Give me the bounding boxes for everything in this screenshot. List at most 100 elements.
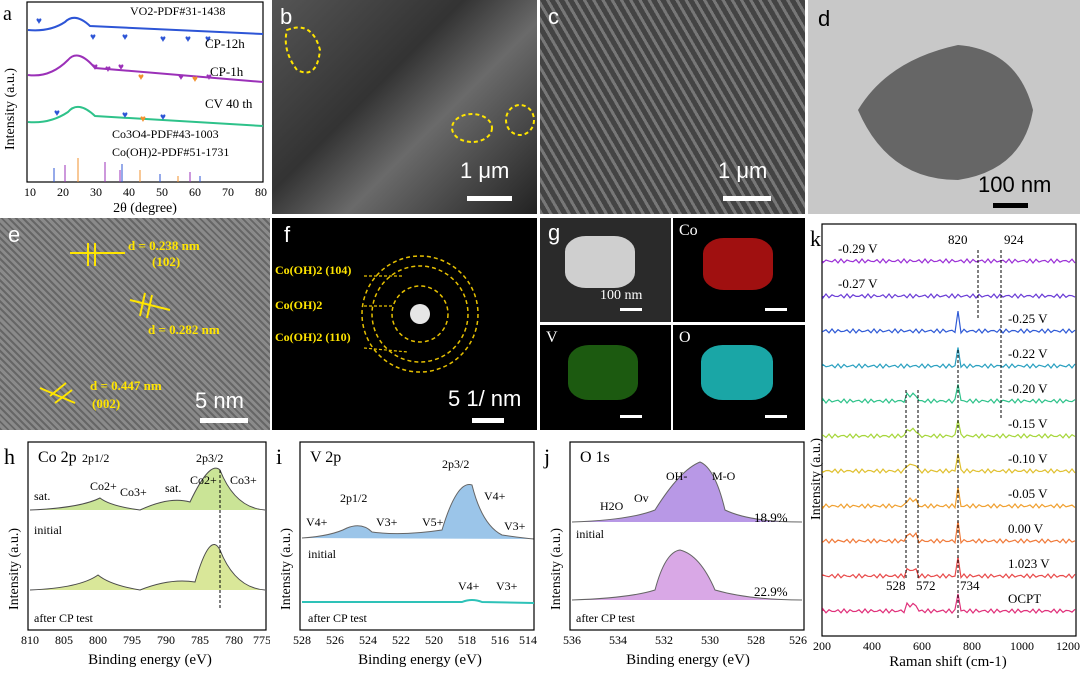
- svg-text:572: 572: [916, 578, 936, 593]
- j-xlabel: Binding energy (eV): [626, 652, 750, 668]
- scalebar-d: [993, 203, 1028, 208]
- svg-text:1000: 1000: [1010, 639, 1034, 653]
- xrd-chart: a ♥ ♥ ♥ ♥ ♥ ♥ ♥ ♥ ♥ ♥ ♥ ♥ ♥ ♥ ♥ ♥ ♥ VO2-PDF#31-1438 C…: [3, 1, 267, 216]
- h-initial: initial: [34, 523, 63, 537]
- panel-f-saed-image: f Co(OH)2 (104) Co(OH)2 Co(OH)2 (110) 5 …: [272, 218, 537, 430]
- raman-label: -0.29 V: [838, 241, 878, 256]
- svg-text:♥: ♥: [160, 34, 166, 45]
- raman-label: -0.10 V: [1008, 451, 1048, 466]
- raman-trace: [822, 556, 1076, 580]
- raman-trace: [822, 593, 1076, 614]
- svg-text:V3+: V3+: [376, 515, 398, 529]
- scalebar-e: [200, 418, 248, 423]
- svg-text:820: 820: [948, 232, 968, 247]
- svg-text:1200: 1200: [1056, 639, 1080, 653]
- svg-text:80: 80: [255, 185, 267, 199]
- svg-text:♥: ♥: [54, 108, 60, 119]
- e-h3: (002): [92, 396, 121, 411]
- svg-text:Co3+: Co3+: [120, 485, 147, 499]
- svg-text:20: 20: [57, 185, 69, 199]
- svg-text:♥: ♥: [192, 74, 198, 85]
- raman-trace: [822, 293, 1076, 300]
- h-title: Co 2p: [38, 449, 77, 466]
- panel-g-eds-maps: g 100 nm Co V O: [540, 218, 805, 430]
- svg-text:530: 530: [701, 633, 719, 647]
- panel-d-tem-image: d 100 nm: [808, 0, 1080, 214]
- j-pct1: 18.9%: [754, 510, 788, 525]
- i-initial: initial: [308, 547, 337, 561]
- svg-text:♥: ♥: [205, 34, 211, 45]
- svg-text:534: 534: [609, 633, 627, 647]
- panel-label-f: f: [284, 222, 291, 247]
- panel-label-d: d: [818, 6, 831, 31]
- legend-vo2: VO2-PDF#31-1438: [130, 4, 225, 18]
- a-xlabel: 2θ (degree): [113, 201, 177, 215]
- raman-trace: [822, 347, 1076, 369]
- scale-f: 5 1/ nm: [448, 386, 522, 411]
- svg-text:M-O: M-O: [712, 469, 736, 483]
- trace-cp12: [27, 16, 264, 35]
- svg-text:524: 524: [359, 633, 377, 647]
- map-label-v: V: [546, 329, 558, 346]
- svg-text:V4+: V4+: [306, 515, 328, 529]
- scale-g: 100 nm: [600, 288, 643, 303]
- panel-j: j O 1s H2O Ov OH- M-O 18.9% 22.9% initia…: [540, 440, 808, 670]
- panel-label-h: h: [4, 444, 15, 469]
- svg-text:♥: ♥: [122, 110, 128, 121]
- trace-label-cp1: CP-1h: [210, 64, 244, 79]
- svg-text:V4+: V4+: [484, 489, 506, 503]
- panel-label-i: i: [276, 444, 282, 469]
- panel-label-b: b: [280, 4, 293, 29]
- svg-text:10: 10: [24, 185, 36, 199]
- i-ylabel: Intensity (a.u.): [279, 528, 294, 610]
- raman-label: -0.27 V: [838, 276, 878, 291]
- a-xticks: 10 20 30 40 50 60 70 80: [24, 185, 267, 199]
- e-d2: d = 0.282 nm: [148, 322, 220, 337]
- raman-trace: [822, 453, 1076, 474]
- h-ylabel: Intensity (a.u.): [7, 528, 22, 610]
- raman-label: -0.25 V: [1008, 311, 1048, 326]
- svg-text:♥: ♥: [36, 16, 42, 27]
- svg-text:H2O: H2O: [600, 499, 624, 513]
- svg-text:60: 60: [189, 185, 201, 199]
- raman-trace: [822, 520, 1076, 545]
- svg-text:Co3+: Co3+: [230, 473, 257, 487]
- scale-b: 1 μm: [460, 158, 510, 183]
- svg-text:Co2+: Co2+: [190, 473, 217, 487]
- legend-co3o4: Co3O4-PDF#43-1003: [112, 127, 219, 141]
- h-xlabel: Binding energy (eV): [88, 652, 212, 668]
- svg-text:sat.: sat.: [34, 489, 50, 503]
- svg-text:532: 532: [655, 633, 673, 647]
- scale-e: 5 nm: [195, 388, 244, 413]
- svg-text:514: 514: [519, 633, 537, 647]
- e-h1: (102): [152, 254, 181, 269]
- svg-text:♥: ♥: [118, 62, 124, 73]
- svg-text:518: 518: [458, 633, 476, 647]
- panel-a: a ♥ ♥ ♥ ♥ ♥ ♥ ♥ ♥ ♥ ♥ ♥ ♥ ♥ ♥ ♥ ♥ ♥ VO2-PDF#31-1438 C…: [0, 0, 270, 216]
- svg-text:♥: ♥: [92, 62, 98, 73]
- svg-text:810: 810: [21, 633, 39, 647]
- scalebar-g: [620, 308, 642, 311]
- svg-text:520: 520: [425, 633, 443, 647]
- raman-trace: [822, 311, 1076, 335]
- svg-text:536: 536: [563, 633, 581, 647]
- svg-text:♥: ♥: [122, 32, 128, 43]
- panel-c-sem-image: c 1 μm: [540, 0, 805, 214]
- svg-text:♥: ♥: [160, 112, 166, 123]
- svg-text:Co2+: Co2+: [90, 479, 117, 493]
- j-title: O 1s: [580, 449, 610, 466]
- svg-text:775: 775: [253, 633, 270, 647]
- svg-text:V3+: V3+: [496, 579, 518, 593]
- scalebar-b: [467, 196, 512, 201]
- svg-text:200: 200: [813, 639, 831, 653]
- trace-label-cp12: CP-12h: [205, 36, 245, 51]
- svg-text:924: 924: [1004, 232, 1024, 247]
- svg-text:400: 400: [863, 639, 881, 653]
- j-initial: initial: [576, 527, 605, 541]
- raman-trace: [822, 384, 1076, 404]
- svg-text:780: 780: [225, 633, 243, 647]
- e-d1: d = 0.238 nm: [128, 238, 200, 253]
- raman-trace: [822, 486, 1076, 510]
- map-label-o: O: [679, 329, 691, 346]
- scalebar-f: [472, 418, 504, 423]
